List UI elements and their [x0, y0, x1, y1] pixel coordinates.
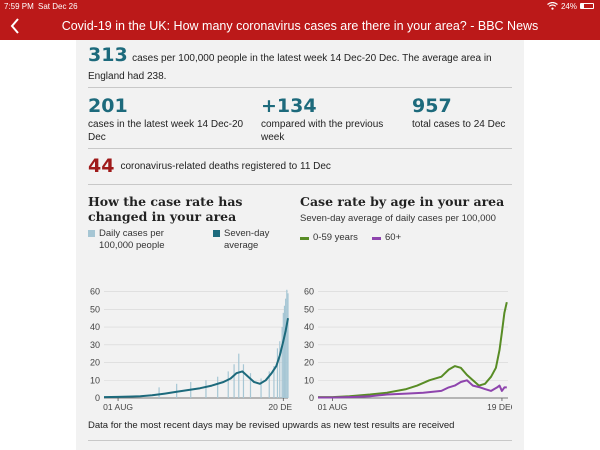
daily-cases-bar: [238, 353, 240, 398]
daily-cases-bar: [287, 293, 289, 398]
y-tick-label: 20: [304, 358, 314, 368]
footnote: Data for the most recent days may be rev…: [88, 420, 455, 431]
series-line-2: [318, 379, 507, 399]
daily-cases-bar: [283, 305, 286, 398]
daily-cases-bar: [242, 364, 245, 398]
total-text: total cases to 24 Dec: [412, 119, 506, 130]
legend-swatch: [300, 237, 309, 240]
wifi-icon: [547, 2, 558, 10]
y-tick-label: 60: [304, 287, 314, 297]
y-tick-label: 60: [90, 287, 100, 297]
status-time: 7:59 PM: [4, 1, 34, 11]
y-tick-label: 50: [304, 304, 314, 314]
status-bar: 7:59 PM Sat Dec 26 24%: [0, 0, 600, 12]
content-panel: [76, 40, 524, 450]
chart2-subtitle: Seven-day average of daily cases per 100…: [300, 213, 496, 224]
total-value: 957: [412, 95, 452, 117]
divider: [88, 440, 512, 441]
daily-cases-bar: [281, 327, 283, 398]
daily-cases-bar: [286, 289, 288, 398]
divider: [88, 148, 512, 149]
status-date: Sat Dec 26: [38, 1, 78, 11]
daily-cases-bar: [227, 371, 229, 398]
daily-cases-bar: [249, 373, 252, 398]
age-rate-chart: 0 10 20 30 40 50 60 01 AUG 19 DEC: [304, 287, 512, 412]
legend-seven-day: Seven-day average: [213, 228, 283, 252]
daily-cases-bar: [233, 364, 235, 398]
y-tick-label: 30: [304, 340, 314, 350]
cases-week-stat: 201 cases in the latest week 14 Dec-20 D…: [88, 94, 248, 144]
daily-cases-bar: [279, 341, 281, 398]
daily-cases-bar: [268, 371, 270, 398]
y-tick-label: 0: [309, 393, 314, 403]
x-tick-label: 20 DEC: [268, 402, 292, 412]
cases-week-text: cases in the latest week 14 Dec-20 Dec: [88, 119, 244, 143]
legend-0-59: 0-59 years: [300, 232, 358, 244]
chevron-left-icon: [10, 18, 19, 34]
battery-icon: [580, 3, 594, 9]
x-tick-label: 19 DEC: [487, 402, 512, 412]
legend-label: Seven-day average: [224, 228, 270, 251]
y-tick-label: 30: [90, 340, 100, 350]
series-line-1: [103, 318, 289, 399]
legend-label: 60+: [385, 232, 402, 243]
daily-cases-bar: [273, 366, 275, 398]
divider: [88, 184, 512, 185]
battery-percent: 24%: [560, 1, 577, 11]
y-tick-label: 40: [304, 322, 314, 332]
series-line-1: [318, 301, 508, 399]
y-tick-label: 40: [90, 322, 100, 332]
total-stat: 957 total cases to 24 Dec: [412, 94, 512, 131]
y-tick-label: 50: [90, 304, 100, 314]
legend-daily-cases: Daily cases per 100,000 people: [88, 228, 200, 252]
daily-cases-bar: [276, 348, 279, 398]
cases-week-value: 201: [88, 95, 128, 117]
case-rate-chart: 0 10 20 30 40 50 60 01 AUG 20 DEC: [90, 287, 292, 412]
y-tick-label: 10: [304, 375, 314, 385]
page-title: Covid-19 in the UK: How many coronavirus…: [61, 19, 539, 33]
y-tick-label: 10: [90, 375, 100, 385]
legend-label: Daily cases per 100,000 people: [99, 228, 165, 251]
daily-cases-bar: [282, 312, 284, 398]
change-stat: +134 compared with the previous week: [261, 94, 396, 144]
daily-cases-bar: [260, 378, 262, 398]
rate-stat: 313 cases per 100,000 people in the late…: [88, 44, 508, 84]
legend-swatch: [88, 230, 95, 237]
x-tick-label: 01 AUG: [318, 402, 348, 412]
nav-bar: Covid-19 in the UK: How many coronavirus…: [0, 12, 600, 40]
change-value: +134: [261, 95, 317, 117]
daily-cases-bar: [158, 387, 160, 398]
legend-swatch: [213, 230, 220, 237]
y-tick-label: 20: [90, 358, 100, 368]
chart2-title: Case rate by age in your area: [300, 194, 505, 209]
daily-cases-bar: [205, 380, 207, 398]
chart1-title: How the case rate has changed in your ar…: [88, 194, 243, 224]
deaths-value: 44: [88, 155, 115, 177]
status-right: 24%: [547, 2, 594, 11]
rate-value: 313: [88, 44, 128, 66]
legend-swatch: [372, 237, 381, 240]
divider: [88, 87, 512, 88]
rate-text: cases per 100,000 people in the latest w…: [88, 53, 492, 82]
x-tick-label: 01 AUG: [103, 402, 133, 412]
back-button[interactable]: [6, 16, 24, 36]
daily-cases-bar: [285, 298, 287, 398]
change-text: compared with the previous week: [261, 119, 384, 143]
legend-60-plus: 60+: [372, 232, 401, 244]
y-tick-label: 0: [95, 393, 100, 403]
daily-cases-bar: [217, 376, 219, 398]
deaths-stat: 44 coronavirus-related deaths registered…: [88, 155, 331, 177]
legend-label: 0-59 years: [313, 232, 358, 243]
deaths-text: coronavirus-related deaths registered to…: [120, 160, 331, 172]
